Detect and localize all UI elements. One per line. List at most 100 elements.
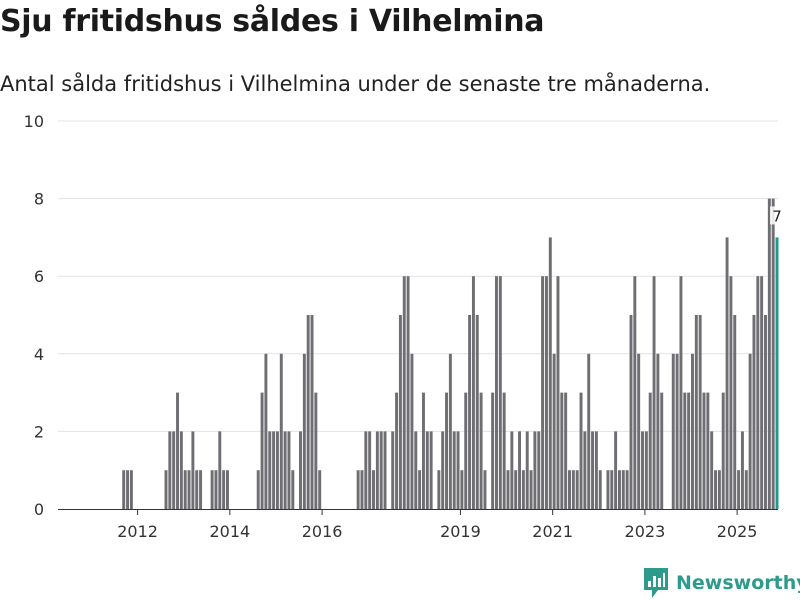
bar — [495, 276, 498, 509]
bar — [575, 470, 579, 509]
bar — [425, 431, 429, 509]
bar — [483, 470, 487, 509]
bar — [398, 315, 402, 509]
bar — [702, 392, 706, 509]
bar — [498, 276, 502, 509]
bar — [617, 470, 621, 509]
bar — [464, 392, 468, 509]
bar — [671, 353, 675, 509]
bar — [372, 470, 375, 509]
bar — [275, 431, 279, 509]
bar — [222, 470, 226, 509]
bar — [291, 470, 295, 509]
bar — [441, 431, 445, 509]
bar — [468, 315, 472, 509]
x-tick-label: 2012 — [117, 522, 158, 541]
bar — [648, 392, 652, 509]
bar — [541, 276, 545, 509]
bar — [460, 470, 464, 509]
bar — [764, 315, 767, 509]
bar — [195, 470, 199, 509]
bar — [698, 315, 702, 509]
bar — [752, 315, 756, 509]
bar — [525, 431, 529, 509]
bar — [129, 470, 133, 509]
bar — [368, 431, 372, 509]
bar — [740, 431, 744, 509]
x-tick-label: 2025 — [717, 522, 758, 541]
bar — [356, 470, 360, 509]
bar — [502, 392, 506, 509]
x-tick-label: 2016 — [302, 522, 343, 541]
bar — [199, 470, 203, 509]
bar-chart: 0 2 4 6 8 10 2012 2014 2016 2019 2021 2023 2025 7 — [23, 112, 785, 541]
bar — [733, 315, 737, 509]
bars — [122, 198, 779, 509]
bar — [168, 431, 172, 509]
y-tick-label: 4 — [34, 345, 44, 364]
bar — [656, 353, 660, 509]
bar — [737, 470, 741, 509]
bar — [364, 431, 368, 509]
y-tick-label: 8 — [34, 190, 44, 209]
bar — [717, 470, 721, 509]
bar — [548, 237, 552, 509]
newsworthy-logo: Newsworthy — [644, 568, 800, 598]
bar — [771, 198, 775, 509]
y-tick-label: 6 — [34, 267, 44, 286]
bar — [260, 392, 264, 509]
bar — [471, 276, 475, 509]
bar — [210, 470, 214, 509]
bar — [491, 392, 495, 509]
bar — [767, 198, 771, 509]
y-axis-ticks: 0 2 4 6 8 10 — [24, 112, 44, 519]
bar — [591, 431, 595, 509]
bar — [283, 431, 287, 509]
bar — [318, 470, 322, 509]
bar — [652, 276, 656, 509]
bar — [391, 431, 395, 509]
bar — [360, 470, 364, 509]
bar — [264, 353, 268, 509]
brand-name: Newsworthy — [676, 572, 800, 594]
bar — [456, 431, 460, 509]
bar — [191, 431, 195, 509]
bar — [164, 470, 168, 509]
bar — [429, 431, 433, 509]
bar — [760, 276, 764, 509]
bar — [226, 470, 229, 509]
bar — [606, 470, 610, 509]
bar — [756, 276, 760, 509]
bar — [452, 431, 456, 509]
bar — [721, 392, 725, 509]
bar — [629, 315, 633, 509]
bar — [744, 470, 748, 509]
bar — [302, 353, 306, 509]
grid-lines — [58, 120, 778, 432]
bar — [402, 276, 406, 509]
bar — [179, 431, 183, 509]
bar — [379, 431, 383, 509]
bar — [510, 431, 514, 509]
bar — [406, 276, 410, 509]
bar — [564, 392, 568, 509]
data-labels: 7 — [770, 206, 785, 225]
bar — [256, 470, 260, 509]
bar — [521, 470, 525, 509]
bar — [479, 392, 483, 509]
bar — [748, 353, 752, 509]
bar — [475, 315, 479, 509]
chart-subtitle: Antal sålda fritidshus i Vilhelmina unde… — [0, 72, 711, 96]
bar — [594, 431, 598, 509]
bar — [172, 431, 176, 509]
x-axis-ticks: 2012 2014 2016 2019 2021 2023 2025 — [117, 509, 757, 541]
bar — [621, 470, 625, 509]
bar — [544, 276, 548, 509]
bar — [299, 431, 302, 509]
bar — [714, 470, 718, 509]
bar — [691, 353, 694, 509]
bar — [729, 276, 733, 509]
bar — [268, 431, 272, 509]
bar — [683, 392, 687, 509]
bar — [287, 431, 291, 509]
